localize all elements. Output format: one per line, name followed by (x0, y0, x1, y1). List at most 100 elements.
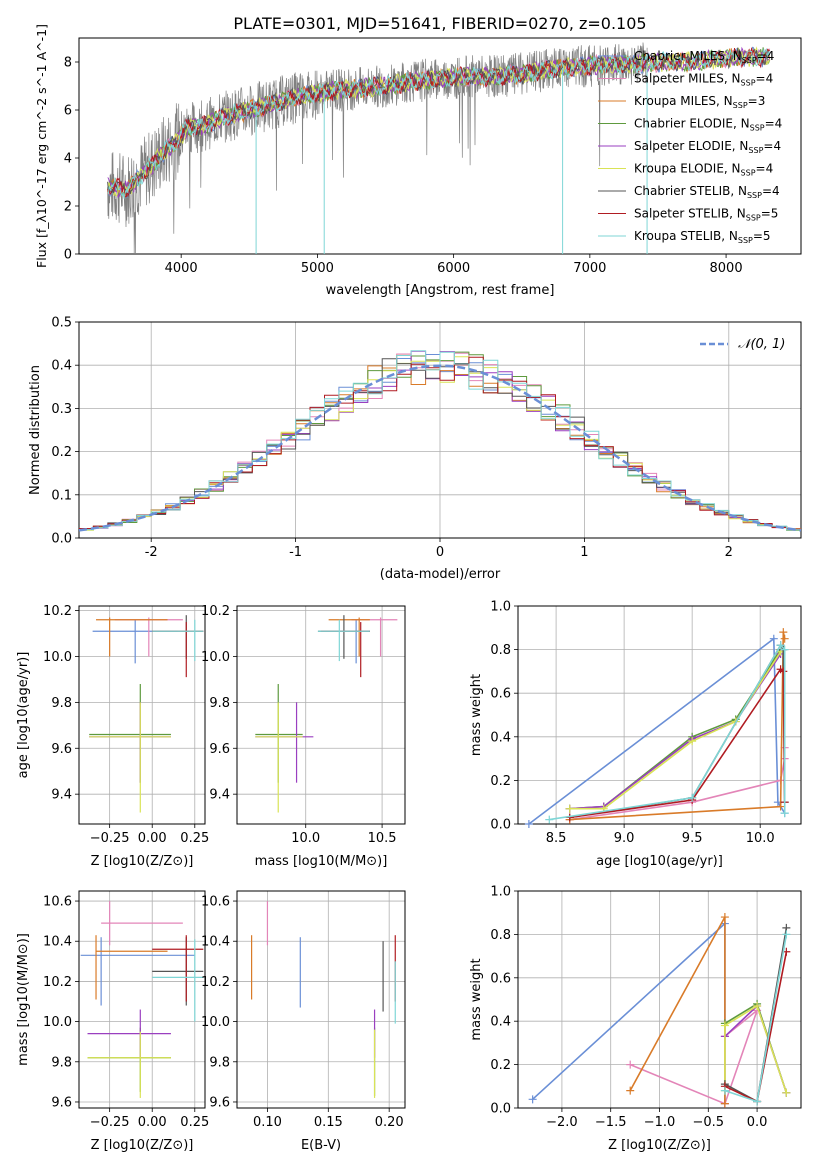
weight-marker-kroupa-stelib (776, 641, 785, 650)
weight-marker-kroupa-stelib (780, 645, 789, 654)
legend-count: =4 (756, 162, 774, 176)
axes-frame (78, 890, 206, 1109)
legend-subscript: SSP (741, 169, 756, 178)
axes-frame (236, 890, 406, 1109)
weight-line-kroupa-elodie (724, 1004, 788, 1094)
weight-line-kroupa-stelib (549, 643, 786, 821)
y-tick-label: 0.2 (51, 445, 72, 460)
y-tick-label: 4 (64, 152, 72, 167)
weight-line-kroupa-miles (569, 632, 786, 821)
x-tick-label: 10.5 (368, 831, 397, 846)
y-tick-label: 9.6 (209, 1095, 230, 1110)
x-axis-label: Z [log10(Z/Z⊙)] (91, 1138, 194, 1153)
panels: 4000 5000 6000 7000 8000 0 2 4 6 8 Chabrier MILES,… (16, 24, 802, 1153)
legend-entry-chabrier-elodie: Chabrier ELODIE, NSSP=4 (634, 117, 782, 133)
x-axis-label: (data-model)/error (380, 567, 501, 582)
legend-label: Chabrier MILES, N (634, 49, 742, 63)
x-tick-label: −1.5 (595, 1115, 627, 1130)
legend-count: =4 (756, 72, 774, 86)
histogram-step-kroupa-stelib (79, 350, 801, 531)
legend-subscript: SSP (741, 79, 756, 88)
y-tick-label: 10.0 (201, 1015, 230, 1030)
x-tick-label: 6000 (437, 261, 470, 276)
axes-frame (78, 605, 206, 825)
x-axis-label: age [log10(age/yr)] (596, 854, 723, 869)
x-tick-label: −0.25 (90, 831, 130, 846)
x-tick-label: −1.0 (644, 1115, 676, 1130)
weight-marker-kroupa-miles (780, 634, 789, 643)
weight-marker-chabrier-miles (769, 634, 778, 643)
legend-entry-chabrier-stelib: Chabrier STELIB, NSSP=4 (634, 184, 780, 200)
x-tick-label: 2 (725, 545, 733, 560)
legend-entry-kroupa-elodie: Kroupa ELODIE, NSSP=4 (634, 162, 773, 178)
legend-count: =4 (757, 49, 775, 63)
x-tick-label: 9.0 (614, 831, 635, 846)
legend-count: =4 (762, 184, 780, 198)
y-tick-label: 9.6 (51, 742, 72, 757)
legend-label: Kroupa ELODIE, N (634, 162, 741, 176)
y-tick-label: 0.1 (51, 488, 72, 503)
weight-marker-salpeter-miles (626, 1060, 635, 1069)
x-tick-label: -1 (289, 545, 302, 560)
mass-weight-vs-age-lines (524, 628, 789, 828)
y-tick-label: 0.5 (51, 316, 72, 331)
y-axis-label: mass weight (469, 958, 484, 1040)
age-vs-Z-points (89, 615, 204, 813)
x-tick-label: 0.10 (253, 1115, 282, 1130)
legend-subscript: SSP (750, 124, 765, 133)
y-tick-label: 0.4 (490, 730, 511, 745)
y-tick-label: 1.0 (490, 600, 511, 615)
weight-marker-kroupa-miles (776, 802, 785, 811)
y-tick-label: 9.8 (209, 696, 230, 711)
weight-line-chabrier-stelib (569, 643, 786, 819)
age-vs-mass-points (255, 615, 398, 813)
x-tick-label: 10.0 (746, 831, 775, 846)
x-tick-label: 1 (580, 545, 588, 560)
legend-subscript: SSP (747, 191, 762, 200)
x-tick-label: −0.5 (693, 1115, 725, 1130)
gaussian-curve (79, 364, 801, 532)
x-tick-label: 10.0 (291, 831, 320, 846)
y-tick-label: 1.0 (490, 885, 511, 900)
weight-marker-kroupa-miles (720, 1099, 729, 1108)
axes-frame (78, 37, 802, 255)
weight-line-chabrier-miles (528, 637, 786, 825)
legend-subscript: SSP (738, 236, 753, 245)
weight-marker-chabrier-miles (528, 1095, 537, 1104)
legend-entry-salpeter-stelib: Salpeter STELIB, NSSP=5 (634, 207, 778, 223)
y-tick-label: 0.2 (490, 774, 511, 789)
mass-vs-Z-axes: −0.25 0.00 0.25 9.6 9.8 10.0 10.2 10.4 10.6 (43, 890, 209, 1130)
weight-marker-kroupa-elodie (782, 1088, 791, 1097)
y-tick-label: 0 (64, 248, 72, 263)
x-tick-label: −0.25 (90, 1115, 130, 1130)
x-tick-label: 7000 (573, 261, 606, 276)
x-axis-label: wavelength [Angstrom, rest frame] (326, 283, 555, 298)
x-axis-label: E(B-V) (301, 1138, 341, 1153)
y-tick-label: 8 (64, 56, 72, 71)
y-tick-label: 9.8 (51, 696, 72, 711)
weight-marker-kroupa-stelib (720, 1086, 729, 1095)
y-tick-label: 10.4 (201, 935, 230, 950)
y-tick-label: 10.2 (201, 604, 230, 619)
legend-entry-salpeter-elodie: Salpeter ELODIE, NSSP=4 (634, 139, 781, 155)
axes-frame (517, 605, 802, 825)
mass-vs-Z-points (80, 901, 204, 1098)
legend-label: Salpeter MILES, N (634, 72, 741, 86)
y-tick-label: 9.8 (51, 1055, 72, 1070)
age-vs-Z-axes: −0.25 0.00 0.25 9.4 9.6 9.8 10.0 10.2 (43, 604, 209, 846)
y-axis-label: mass weight (469, 674, 484, 756)
legend-count: =3 (748, 94, 766, 108)
legend-label: Kroupa STELIB, N (634, 229, 738, 243)
y-tick-label: 2 (64, 200, 72, 215)
mass-weight-vs-Z-lines (528, 913, 791, 1108)
y-tick-label: 10.4 (43, 935, 72, 950)
y-tick-label: 10.2 (201, 975, 230, 990)
x-tick-label: 8.5 (546, 831, 567, 846)
y-axis-label: age [log10(age/yr)] (16, 652, 31, 779)
legend-entry-chabrier-miles: Chabrier MILES, NSSP=4 (634, 49, 774, 65)
spectrum-axes: 4000 5000 6000 7000 8000 0 2 4 6 8 (64, 37, 802, 276)
y-tick-label: 0.3 (51, 402, 72, 417)
weight-marker-kroupa-stelib (780, 809, 789, 818)
y-tick-label: 9.8 (209, 1055, 230, 1070)
